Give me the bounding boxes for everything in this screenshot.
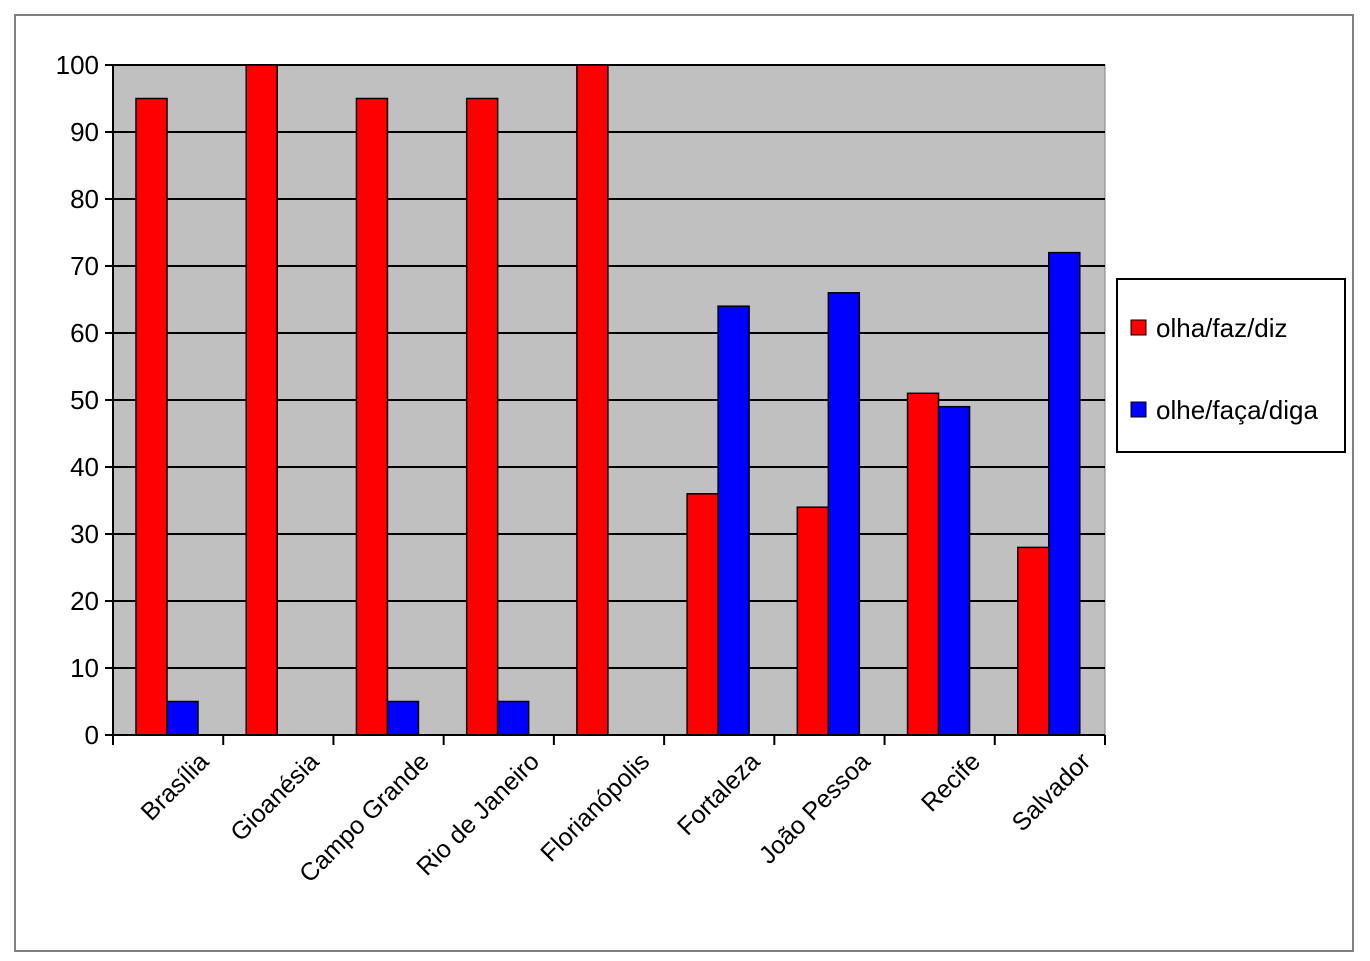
y-tick-label-90: 90	[70, 117, 99, 147]
y-tick-label-10: 10	[70, 653, 99, 683]
bar-red-0	[135, 97, 168, 736]
bar-red-6	[796, 506, 830, 736]
y-tick-label-50: 50	[70, 385, 99, 415]
bar-blue-3	[496, 700, 530, 736]
y-tick-label-20: 20	[70, 586, 99, 616]
bar-red-5	[686, 493, 719, 736]
x-category-label-0: Brasília	[136, 747, 215, 826]
bar-red-7	[906, 392, 940, 736]
bar-blue-7	[937, 405, 971, 736]
bar-red-3	[465, 97, 499, 736]
y-tick-label-40: 40	[70, 452, 99, 482]
bar-blue-6	[827, 292, 861, 736]
x-category-label-7: Recife	[916, 747, 986, 817]
bar-red-1	[245, 64, 278, 736]
bar-red-8	[1017, 546, 1050, 736]
x-category-label-8: Salvador	[1007, 747, 1097, 837]
x-category-label-1: Gioanésia	[225, 747, 324, 846]
bar-blue-8	[1048, 251, 1081, 736]
legend-box	[1116, 278, 1346, 453]
y-tick-label-80: 80	[70, 184, 99, 214]
bar-blue-5	[717, 305, 750, 736]
y-tick-label-100: 100	[56, 50, 99, 80]
x-category-label-6: João Pessoa	[754, 747, 876, 869]
x-category-label-5: Fortaleza	[672, 747, 766, 841]
y-tick-label-0: 0	[85, 720, 99, 750]
bar-blue-2	[386, 700, 420, 736]
y-tick-label-30: 30	[70, 519, 99, 549]
legend-label-0: olha/faz/diz	[1156, 313, 1288, 343]
x-category-label-4: Florianópolis	[535, 747, 655, 867]
y-tick-label-60: 60	[70, 318, 99, 348]
legend-label-1: olhe/faça/diga	[1156, 395, 1318, 425]
y-axis-ticks: 0 10 20 30 40 50 60 70 80 90 100	[56, 50, 113, 750]
bar-red-4	[576, 64, 609, 736]
bar-blue-0	[166, 700, 199, 736]
bar-red-2	[355, 97, 389, 736]
legend-swatch-0	[1130, 319, 1147, 336]
legend: olha/faz/diz olhe/faça/diga	[1116, 278, 1346, 453]
y-tick-label-70: 70	[70, 251, 99, 281]
legend-swatch-1	[1130, 401, 1147, 418]
